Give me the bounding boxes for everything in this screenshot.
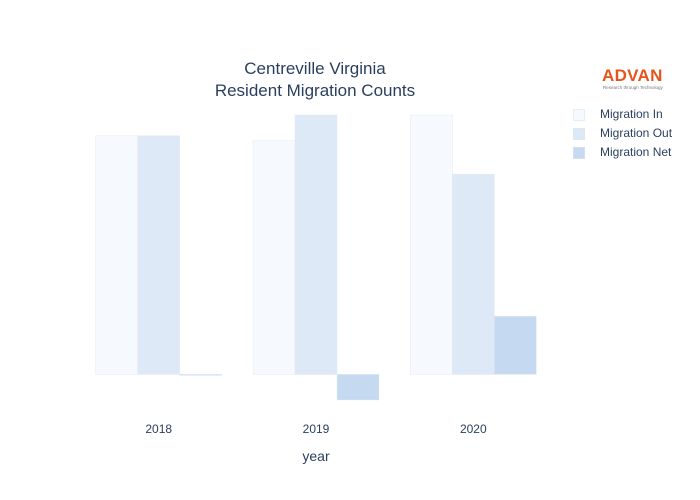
legend-label-migration-in: Migration In <box>600 107 663 121</box>
bar-migration-out-2018[interactable] <box>137 135 180 375</box>
bar-migration-in-2018[interactable] <box>95 135 138 375</box>
legend-swatch-migration-net <box>573 147 585 159</box>
chart-title-line-1: Centreville Virginia <box>244 59 386 78</box>
x-axis-label: year <box>302 448 330 464</box>
bar-migration-net-2018[interactable] <box>179 374 222 376</box>
legend-swatch-migration-in <box>573 109 585 121</box>
chart-title-line-2: Resident Migration Counts <box>214 81 416 100</box>
bar-migration-in-2019[interactable] <box>252 140 296 375</box>
x-tick-label-2019: 2019 <box>303 422 330 436</box>
bar-migration-in-2020[interactable] <box>410 114 453 375</box>
legend-label-migration-out: Migration Out <box>600 126 673 140</box>
bar-migration-out-2020[interactable] <box>452 173 495 375</box>
x-tick-label-2020: 2020 <box>460 422 487 436</box>
x-tick-label-2018: 2018 <box>145 422 172 436</box>
bar-migration-out-2019[interactable] <box>294 114 338 375</box>
logo-name: ADVAN <box>602 66 663 85</box>
logo-tagline: Research through Technology <box>603 85 663 90</box>
legend-swatch-migration-out <box>573 128 585 140</box>
legend-label-migration-net: Migration Net <box>600 145 672 159</box>
bar-migration-net-2020[interactable] <box>494 315 537 375</box>
bar-migration-net-2019[interactable] <box>336 374 380 401</box>
